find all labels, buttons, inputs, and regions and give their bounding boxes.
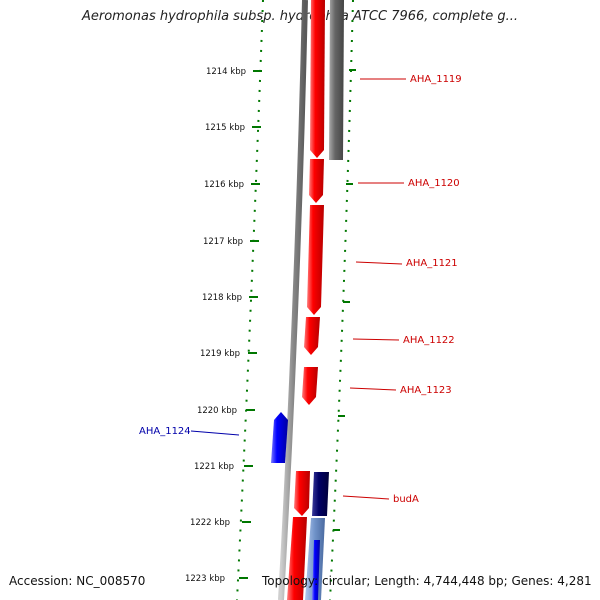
label-leaders xyxy=(190,78,406,500)
gray-cds-feature[interactable] xyxy=(329,0,344,160)
gene-label-aha-1124[interactable]: AHA_1124 xyxy=(139,426,191,437)
accession-text: Accession: NC_008570 xyxy=(9,574,146,588)
tick-label: 1217 kbp xyxy=(203,237,243,247)
map-title: Aeromonas hydrophila subsp. hydrophila A… xyxy=(81,9,519,24)
tick-label: 1222 kbp xyxy=(190,518,230,528)
navy-cds-feature[interactable] xyxy=(312,472,329,516)
leader-aha-1123 xyxy=(349,387,397,391)
tick-label: 1214 kbp xyxy=(206,67,246,77)
tick-label: 1215 kbp xyxy=(205,123,245,133)
leader-aha-1124 xyxy=(190,430,240,436)
genome-info-text: Topology: circular; Length: 4,744,448 bp… xyxy=(262,574,592,588)
tick-label: 1221 kbp xyxy=(194,462,234,472)
genome-backbone xyxy=(278,0,308,600)
gene-label-aha-1121[interactable]: AHA_1121 xyxy=(406,258,458,269)
gene-labels: AHA_1119 AHA_1120 AHA_1121 AHA_1122 AHA_… xyxy=(139,74,462,505)
gene-aha-1124[interactable] xyxy=(271,412,288,463)
gene-bud-a[interactable] xyxy=(294,471,310,516)
gene-aha-1119[interactable] xyxy=(310,0,325,158)
leader-aha-1122 xyxy=(352,338,400,341)
gene-label-aha-1123[interactable]: AHA_1123 xyxy=(400,385,452,396)
gene-label-aha-1120[interactable]: AHA_1120 xyxy=(408,178,460,189)
tick-label: 1223 kbp xyxy=(185,574,225,584)
gene-aha-1123[interactable] xyxy=(302,367,318,405)
gene-label-aha-1119[interactable]: AHA_1119 xyxy=(410,74,462,85)
tick-labels: 1214 kbp 1215 kbp 1216 kbp 1217 kbp 1218… xyxy=(185,67,246,584)
tick-label: 1220 kbp xyxy=(197,406,237,416)
tick-label: 1216 kbp xyxy=(204,180,244,190)
gene-label-bud-a[interactable]: budA xyxy=(393,494,419,505)
gene-aha-1120[interactable] xyxy=(309,159,324,203)
leader-aha-1121 xyxy=(355,261,403,265)
leader-bud-a xyxy=(342,495,390,500)
gene-label-aha-1122[interactable]: AHA_1122 xyxy=(403,335,455,346)
gene-aha-1122[interactable] xyxy=(304,317,320,355)
blue-gene-lower[interactable] xyxy=(312,540,320,600)
tick-label: 1219 kbp xyxy=(200,349,240,359)
tick-label: 1218 kbp xyxy=(202,293,242,303)
tick-marks xyxy=(239,69,356,579)
outer-dotted-ring xyxy=(236,0,264,600)
gene-features[interactable] xyxy=(271,0,329,600)
inner-dotted-ring xyxy=(329,0,354,600)
red-gene-lower[interactable] xyxy=(287,517,307,600)
gene-aha-1121[interactable] xyxy=(307,205,324,315)
